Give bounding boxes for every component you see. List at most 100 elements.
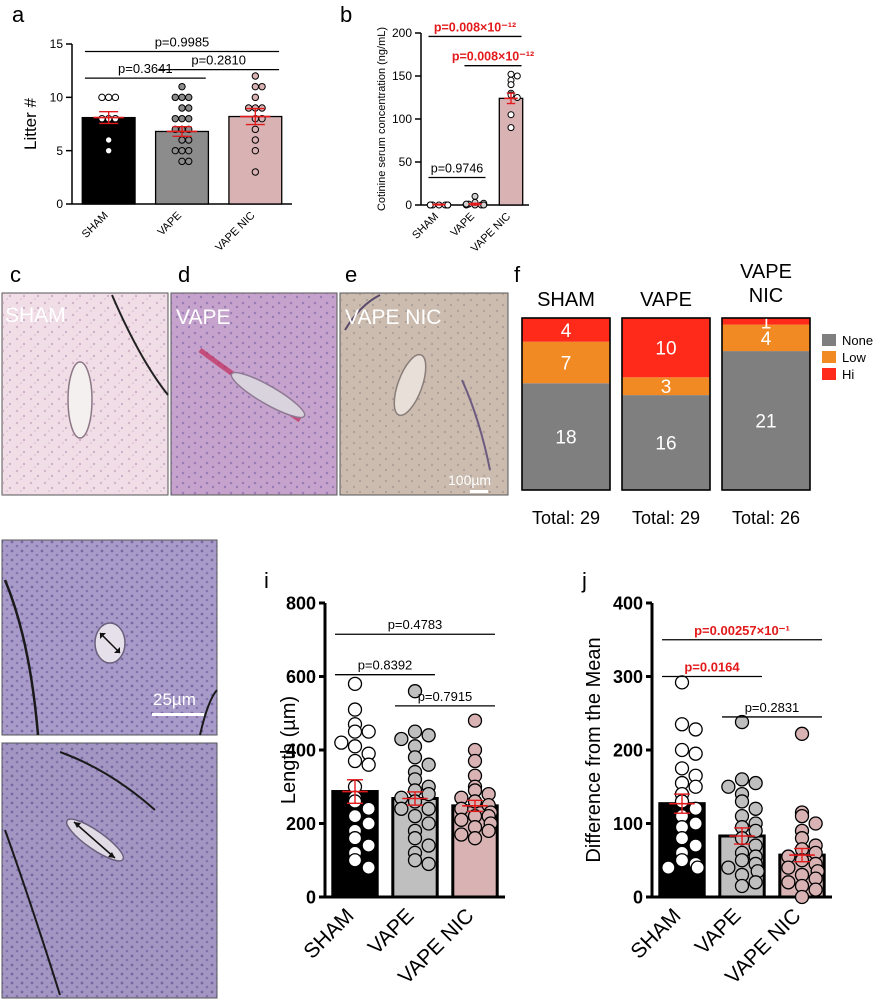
- data-point: [688, 746, 703, 761]
- data-point: [421, 786, 436, 802]
- data-point: [361, 860, 376, 875]
- data-point: [407, 750, 423, 765]
- data-point: [674, 717, 690, 732]
- data-point: [794, 809, 810, 824]
- data-point: [421, 856, 436, 872]
- x-tick-label: VAPE: [691, 904, 746, 959]
- segment-value-label: 10: [655, 339, 676, 360]
- stacked-segment: [622, 318, 710, 378]
- y-tick-label: 600: [286, 667, 316, 687]
- data-point: [513, 94, 521, 101]
- y-tick-label: 0: [405, 198, 412, 212]
- data-point: [734, 794, 750, 809]
- x-tick-label: SHAM: [410, 211, 441, 242]
- p-value-label: p=0.2810: [191, 53, 246, 68]
- panel-letter-i: i: [264, 568, 269, 593]
- segment-value-label: 4: [561, 321, 572, 342]
- data-point: [171, 114, 179, 123]
- data-point: [251, 146, 260, 155]
- data-point: [178, 82, 186, 91]
- p-value-label: p=0.008×10⁻¹²: [452, 50, 534, 64]
- data-point: [178, 104, 186, 112]
- legend-label: Hi: [842, 367, 854, 382]
- stacked-bar-outline: [521, 317, 611, 491]
- p-value-label: p=0.3641: [118, 61, 173, 76]
- data-point: [507, 81, 515, 89]
- data-point: [421, 816, 436, 831]
- data-point: [185, 114, 193, 123]
- data-point: [347, 724, 363, 739]
- stacked-segment: [722, 324, 810, 352]
- data-point: [734, 772, 750, 787]
- stacked-segment: [622, 377, 710, 396]
- segment-value-label: 18: [555, 428, 576, 449]
- data-point: [674, 853, 690, 868]
- x-tick-label: VAPE: [155, 210, 184, 239]
- data-point: [454, 812, 469, 827]
- data-point: [185, 93, 193, 102]
- data-point: [481, 823, 496, 838]
- data-point: [178, 146, 186, 155]
- panel-letter-a: a: [12, 2, 25, 27]
- data-point: [407, 809, 423, 824]
- micrograph-e-label: VAPE NIC: [345, 306, 441, 329]
- data-point: [421, 728, 436, 743]
- data-point: [347, 831, 363, 846]
- data-point: [407, 724, 423, 739]
- micrograph-e-scale-bar: [470, 490, 488, 493]
- y-tick-label: 0: [306, 887, 316, 907]
- x-tick-label: VAPE: [448, 211, 477, 240]
- data-point: [251, 82, 260, 91]
- y-tick-label: 10: [50, 91, 64, 105]
- stacked-segment: [522, 341, 610, 384]
- data-point: [111, 114, 120, 123]
- data-point: [178, 93, 186, 102]
- p-value-label: p=0.7915: [418, 689, 473, 704]
- stacked-segment: [522, 383, 610, 490]
- data-point: [674, 761, 690, 776]
- data-point: [251, 125, 260, 134]
- data-point: [251, 72, 260, 80]
- data-point: [334, 735, 349, 750]
- data-point: [480, 201, 488, 209]
- stacked-segment: [622, 395, 710, 490]
- data-point: [361, 757, 376, 772]
- panel-letter-d: d: [178, 262, 190, 287]
- data-point: [258, 82, 266, 91]
- data-point: [361, 801, 376, 816]
- category-label: NIC: [749, 285, 783, 307]
- panel-letter-c: c: [10, 262, 21, 287]
- x-tick-label: VAPE NIC: [213, 210, 257, 254]
- data-point: [178, 136, 186, 144]
- p-value-label: p=0.9985: [155, 34, 210, 49]
- panel-letter-j: j: [581, 568, 587, 593]
- micrograph-d: VAPE: [170, 292, 338, 496]
- data-point: [394, 731, 409, 747]
- panel-letter-e: e: [345, 262, 357, 287]
- data-point: [361, 838, 376, 853]
- micrograph-e-scale-label: 100µm: [448, 472, 491, 488]
- chart-j: 0 100 200 300 400 Difference from the Mean SHA…: [583, 593, 832, 989]
- data-point: [721, 860, 736, 875]
- y-axis-label: Cotinine serum concentration (ng/mL): [376, 27, 388, 211]
- y-axis-label: Length (µm): [278, 696, 300, 804]
- panel-letter-b: b: [340, 2, 352, 27]
- legend-label: None: [842, 333, 873, 348]
- data-point: [748, 801, 763, 816]
- data-point: [347, 809, 363, 824]
- total-label: Total: 29: [632, 508, 700, 528]
- data-point: [688, 816, 703, 831]
- data-point: [185, 146, 193, 155]
- micrograph-g: 25µm: [1, 539, 218, 736]
- y-tick-label: 200: [392, 26, 412, 40]
- y-tick-label: 200: [286, 814, 316, 834]
- stacked-segment: [722, 318, 810, 325]
- data-point: [185, 136, 193, 144]
- data-point: [407, 853, 423, 868]
- data-point: [171, 93, 179, 102]
- data-point: [674, 675, 690, 690]
- stacked-segment: [522, 318, 610, 342]
- data-point: [361, 724, 376, 739]
- p-value-label: p=0.9746: [431, 161, 484, 175]
- x-tick-label: SHAM: [299, 904, 358, 963]
